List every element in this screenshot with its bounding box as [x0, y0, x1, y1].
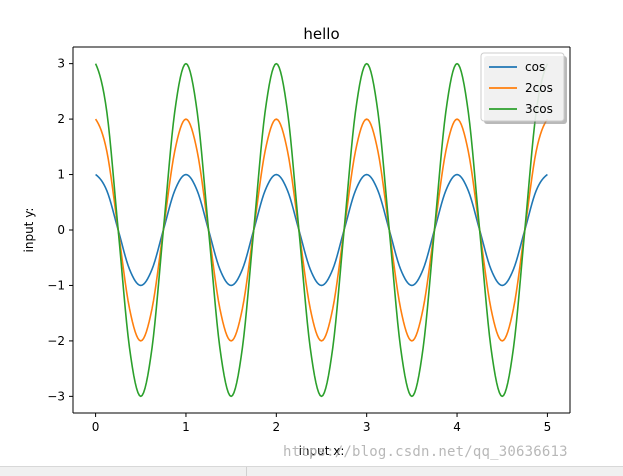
- legend: cos 2cos 3cos: [480, 52, 567, 124]
- y-tick-label: 0: [57, 223, 65, 237]
- y-axis-title: input y:: [22, 208, 36, 253]
- x-axis-title: input x:: [299, 444, 345, 458]
- series-line-3cos: [94, 62, 549, 398]
- plot-area: [94, 62, 549, 398]
- x-tick-label: 3: [363, 420, 371, 434]
- x-tick-label: 0: [92, 420, 100, 434]
- y-tick-label: −2: [47, 334, 65, 348]
- y-tick-label: 3: [57, 57, 65, 71]
- axes: 0 1 2 3 4 5 −3 −2 −1 0 1 2 3: [47, 46, 571, 434]
- legend-label-3cos: 3cos: [525, 102, 553, 116]
- y-tick-label: 2: [57, 112, 65, 126]
- series-line-2cos: [94, 118, 549, 342]
- y-tick-label: −3: [47, 389, 65, 403]
- window-bottom-strip: [0, 466, 623, 476]
- x-tick-label: 4: [453, 420, 461, 434]
- chart-title: hello: [303, 25, 339, 43]
- chart-figure: 0 1 2 3 4 5 −3 −2 −1 0 1 2 3 cos 2cos 3cos hello input…: [22, 25, 571, 458]
- legend-box: [480, 52, 565, 122]
- y-tick-label: 1: [57, 168, 65, 182]
- x-tick-label: 2: [272, 420, 280, 434]
- watermark-url: https://blog.csdn.net/qq_30636613: [283, 444, 568, 460]
- strip-segment: [0, 467, 247, 476]
- legend-label-cos: cos: [525, 60, 545, 74]
- x-tick-label: 5: [544, 420, 552, 434]
- legend-label-2cos: 2cos: [525, 81, 553, 95]
- x-tick-label: 1: [182, 420, 190, 434]
- y-tick-label: −1: [47, 278, 65, 292]
- series-line-cos: [95, 173, 548, 287]
